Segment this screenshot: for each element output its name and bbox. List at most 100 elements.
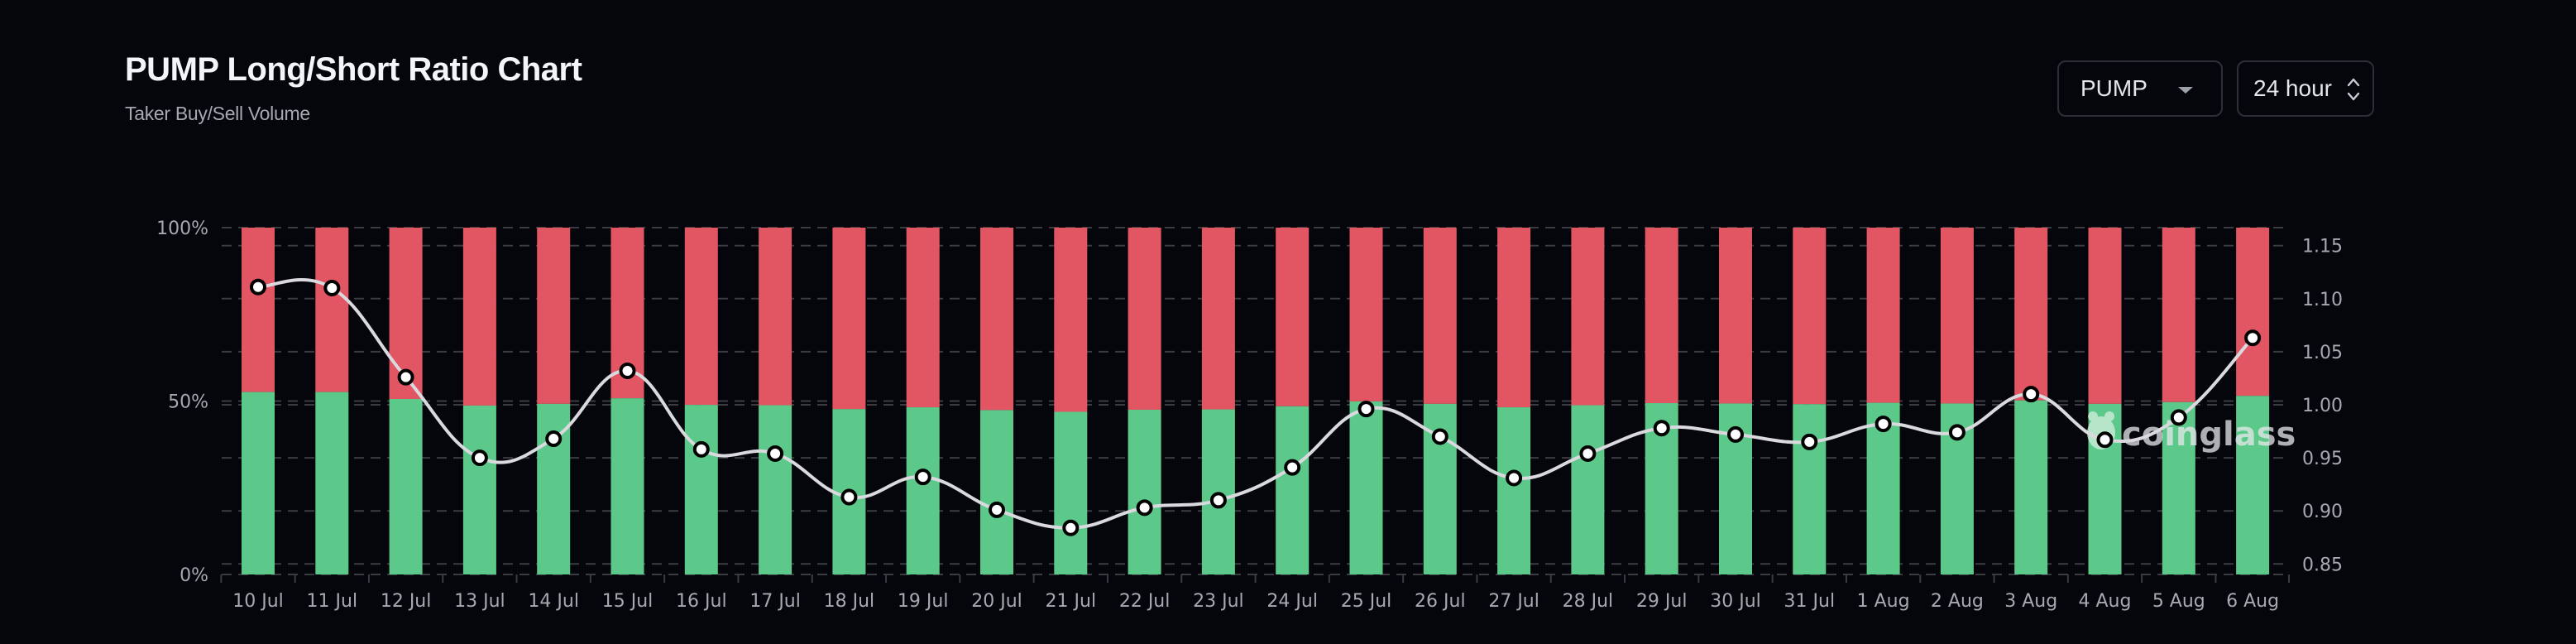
long-bar: [389, 398, 423, 574]
page-title: PUMP Long/Short Ratio Chart: [125, 51, 582, 88]
ratio-point: [1431, 428, 1448, 445]
page-subtitle: Taker Buy/Sell Volume: [125, 103, 310, 124]
right-axis-label: 0.85: [2302, 555, 2343, 575]
x-axis-label: 27 Jul: [1488, 591, 1539, 612]
ratio-point: [397, 368, 414, 386]
ratio-point: [2023, 386, 2040, 403]
long-bar: [462, 405, 496, 574]
right-axis-label: 1.00: [2302, 396, 2343, 416]
x-axis-label: 31 Jul: [1784, 591, 1836, 612]
coinglass-watermark: coinglass: [2087, 411, 2296, 454]
x-axis-label: 2 Aug: [1931, 591, 1984, 612]
interval-select-value: 24 hour: [2253, 75, 2332, 101]
interval-select[interactable]: 24 hour: [2237, 60, 2374, 117]
ratio-line: [257, 278, 2254, 530]
ratio-point: [1284, 459, 1301, 476]
ratio-point: [545, 430, 563, 448]
long-bar: [759, 405, 792, 574]
left-axis-label: 0%: [180, 565, 208, 586]
short-bar: [1276, 228, 1310, 406]
x-axis-label: 16 Jul: [676, 591, 727, 612]
short-bar: [759, 228, 792, 406]
short-bar: [2162, 228, 2195, 402]
ratio-point: [989, 501, 1005, 518]
x-axis-label: 19 Jul: [898, 591, 949, 612]
short-bar: [980, 228, 1013, 411]
x-axis-label: 15 Jul: [602, 591, 654, 612]
long-bar: [906, 407, 940, 574]
long-bar: [242, 392, 275, 574]
short-bar: [242, 228, 275, 392]
short-bar: [315, 228, 349, 392]
long-bar: [1201, 409, 1235, 574]
short-bar: [832, 228, 866, 410]
short-bar: [2088, 228, 2122, 404]
long-bar: [2014, 400, 2048, 574]
x-axis-label: 13 Jul: [454, 591, 505, 612]
chevron-up-down-icon: [2347, 78, 2360, 101]
x-axis-label: 3 Aug: [2004, 591, 2057, 612]
ratio-point: [914, 469, 931, 486]
short-bar: [1497, 228, 1531, 408]
x-axis-label: 23 Jul: [1193, 591, 1244, 612]
symbol-select-value: PUMP: [2080, 75, 2147, 101]
x-axis-label: 21 Jul: [1046, 591, 1097, 612]
right-axis-label: 1.15: [2302, 237, 2343, 257]
short-bar: [1571, 228, 1605, 406]
ratio-point: [1653, 420, 1670, 437]
symbol-select[interactable]: PUMP: [2057, 60, 2223, 117]
short-bar: [1349, 228, 1383, 401]
left-axis-label: 100%: [156, 219, 208, 239]
ratio-point: [1136, 499, 1153, 517]
x-axis-label: 5 Aug: [2152, 591, 2205, 612]
long-bar: [2162, 401, 2195, 574]
ratio-point: [692, 440, 710, 458]
x-axis-label: 12 Jul: [381, 591, 432, 612]
ratio-point: [1875, 416, 1892, 433]
x-axis-label: 11 Jul: [307, 591, 358, 612]
axes: 10 Jul 11 Jul 12 Jul 13 Jul 14 Jul 15 Jul 16 J…: [156, 219, 2343, 612]
x-axis-label: 6 Aug: [2226, 591, 2279, 612]
short-bar: [1719, 228, 1752, 404]
ratio-point: [767, 445, 784, 462]
ratio-point: [250, 278, 266, 296]
long-bar: [1128, 409, 1161, 574]
x-axis-label: 1 Aug: [1857, 591, 1910, 612]
ratio-point: [471, 449, 488, 467]
long-bar: [1054, 411, 1088, 574]
long-bar: [2236, 396, 2270, 574]
x-axis-label: 24 Jul: [1266, 591, 1318, 612]
long-bar: [1497, 407, 1531, 574]
ratio-line-series: [250, 278, 2262, 536]
grid-lines: [222, 227, 2289, 575]
short-bar: [2014, 228, 2048, 401]
x-axis-label: 30 Jul: [1710, 591, 1761, 612]
ratio-point: [2096, 431, 2114, 449]
x-axis-label: 17 Jul: [749, 591, 801, 612]
x-axis-label: 28 Jul: [1563, 591, 1614, 612]
left-axis-label: 50%: [168, 392, 208, 413]
right-axis-label: 1.10: [2302, 290, 2343, 310]
ratio-point: [1801, 433, 1818, 450]
long-bar: [1571, 405, 1605, 574]
ratio-point: [2170, 409, 2187, 426]
right-axis-label: 1.05: [2302, 343, 2343, 363]
x-axis-label: 20 Jul: [971, 591, 1022, 612]
short-bar: [1054, 228, 1088, 412]
short-bar: [1423, 228, 1457, 404]
short-bar: [1645, 228, 1678, 404]
short-bar: [2236, 228, 2270, 396]
ratio-point: [1062, 519, 1080, 536]
ratio-point: [1506, 469, 1523, 487]
caret-down-icon: [2178, 87, 2193, 94]
x-axis-label: 29 Jul: [1636, 591, 1688, 612]
right-axis-label: 0.95: [2302, 449, 2343, 469]
x-axis-label: 26 Jul: [1415, 591, 1466, 612]
short-bar: [1866, 228, 1900, 403]
bar-series: [242, 228, 2270, 574]
short-bar: [1793, 228, 1827, 405]
long-bar: [684, 405, 718, 574]
long-bar: [980, 410, 1013, 574]
short-bar: [906, 228, 940, 408]
